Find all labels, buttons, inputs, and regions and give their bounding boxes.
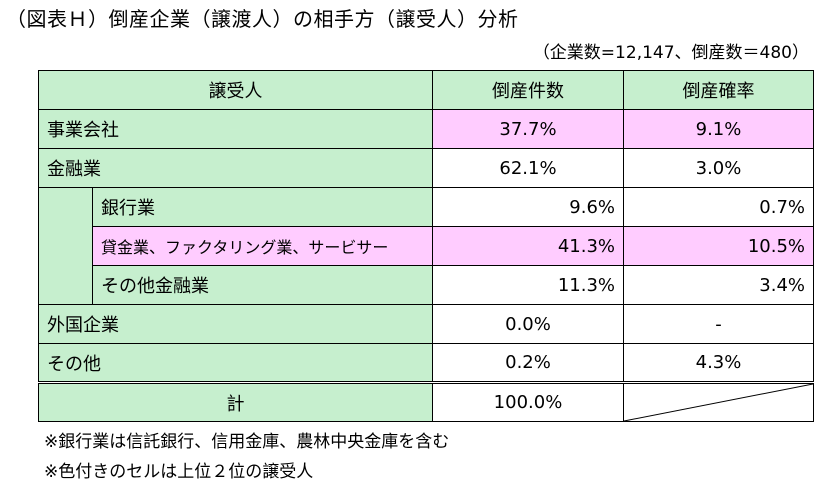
- table-row: 事業会社 37.7% 9.1%: [39, 110, 814, 149]
- table-row: 銀行業 9.6% 0.7%: [39, 188, 814, 227]
- total-row: 計 100.0%: [39, 383, 814, 422]
- header-count: 倒産件数: [433, 71, 624, 110]
- rate-cell: 3.4%: [624, 266, 814, 305]
- count-cell: 62.1%: [433, 149, 624, 188]
- page-title: （図表Ｈ）倒産企業（譲渡人）の相手方（譲受人）分析: [6, 4, 519, 34]
- indent-cell: [39, 266, 93, 305]
- row-label: その他金融業: [93, 266, 433, 305]
- table-row: その他金融業 11.3% 3.4%: [39, 266, 814, 305]
- indent-cell: [39, 227, 93, 266]
- table-row: 貸金業、ファクタリング業、サービサー 41.3% 10.5%: [39, 227, 814, 266]
- footnote-banks: ※銀行業は信託銀行、信用金庫、農林中央金庫を含む: [44, 430, 449, 454]
- row-label: 金融業: [39, 149, 433, 188]
- row-label: 銀行業: [93, 188, 433, 227]
- row-label: 貸金業、ファクタリング業、サービサー: [93, 227, 433, 266]
- row-label: 外国企業: [39, 305, 433, 344]
- rate-cell: 3.0%: [624, 149, 814, 188]
- count-cell: 37.7%: [433, 110, 624, 149]
- total-label: 計: [39, 383, 433, 422]
- count-cell: 9.6%: [433, 188, 624, 227]
- count-cell: 0.2%: [433, 344, 624, 383]
- analysis-table: 譲受人 倒産件数 倒産確率 事業会社 37.7% 9.1% 金融業 62.1% …: [38, 70, 814, 422]
- rate-cell: 10.5%: [624, 227, 814, 266]
- count-cell: 41.3%: [433, 227, 624, 266]
- rate-cell: -: [624, 305, 814, 344]
- count-cell: 11.3%: [433, 266, 624, 305]
- table-row: その他 0.2% 4.3%: [39, 344, 814, 383]
- rate-cell: 0.7%: [624, 188, 814, 227]
- header-transferee: 譲受人: [39, 71, 433, 110]
- empty-slash-cell: [624, 383, 814, 422]
- rate-cell: 9.1%: [624, 110, 814, 149]
- row-label: その他: [39, 344, 433, 383]
- table-subtitle: （企業数=12,147、倒産数＝480）: [533, 40, 809, 66]
- table-row: 外国企業 0.0% -: [39, 305, 814, 344]
- rate-cell: 4.3%: [624, 344, 814, 383]
- footnote-colors: ※色付きのセルは上位２位の譲受人: [44, 460, 313, 484]
- diagonal-slash: [624, 384, 813, 421]
- count-cell: 0.0%: [433, 305, 624, 344]
- table-row: 金融業 62.1% 3.0%: [39, 149, 814, 188]
- total-count: 100.0%: [433, 383, 624, 422]
- row-label: 事業会社: [39, 110, 433, 149]
- header-row: 譲受人 倒産件数 倒産確率: [39, 71, 814, 110]
- indent-cell: [39, 188, 93, 227]
- header-rate: 倒産確率: [624, 71, 814, 110]
